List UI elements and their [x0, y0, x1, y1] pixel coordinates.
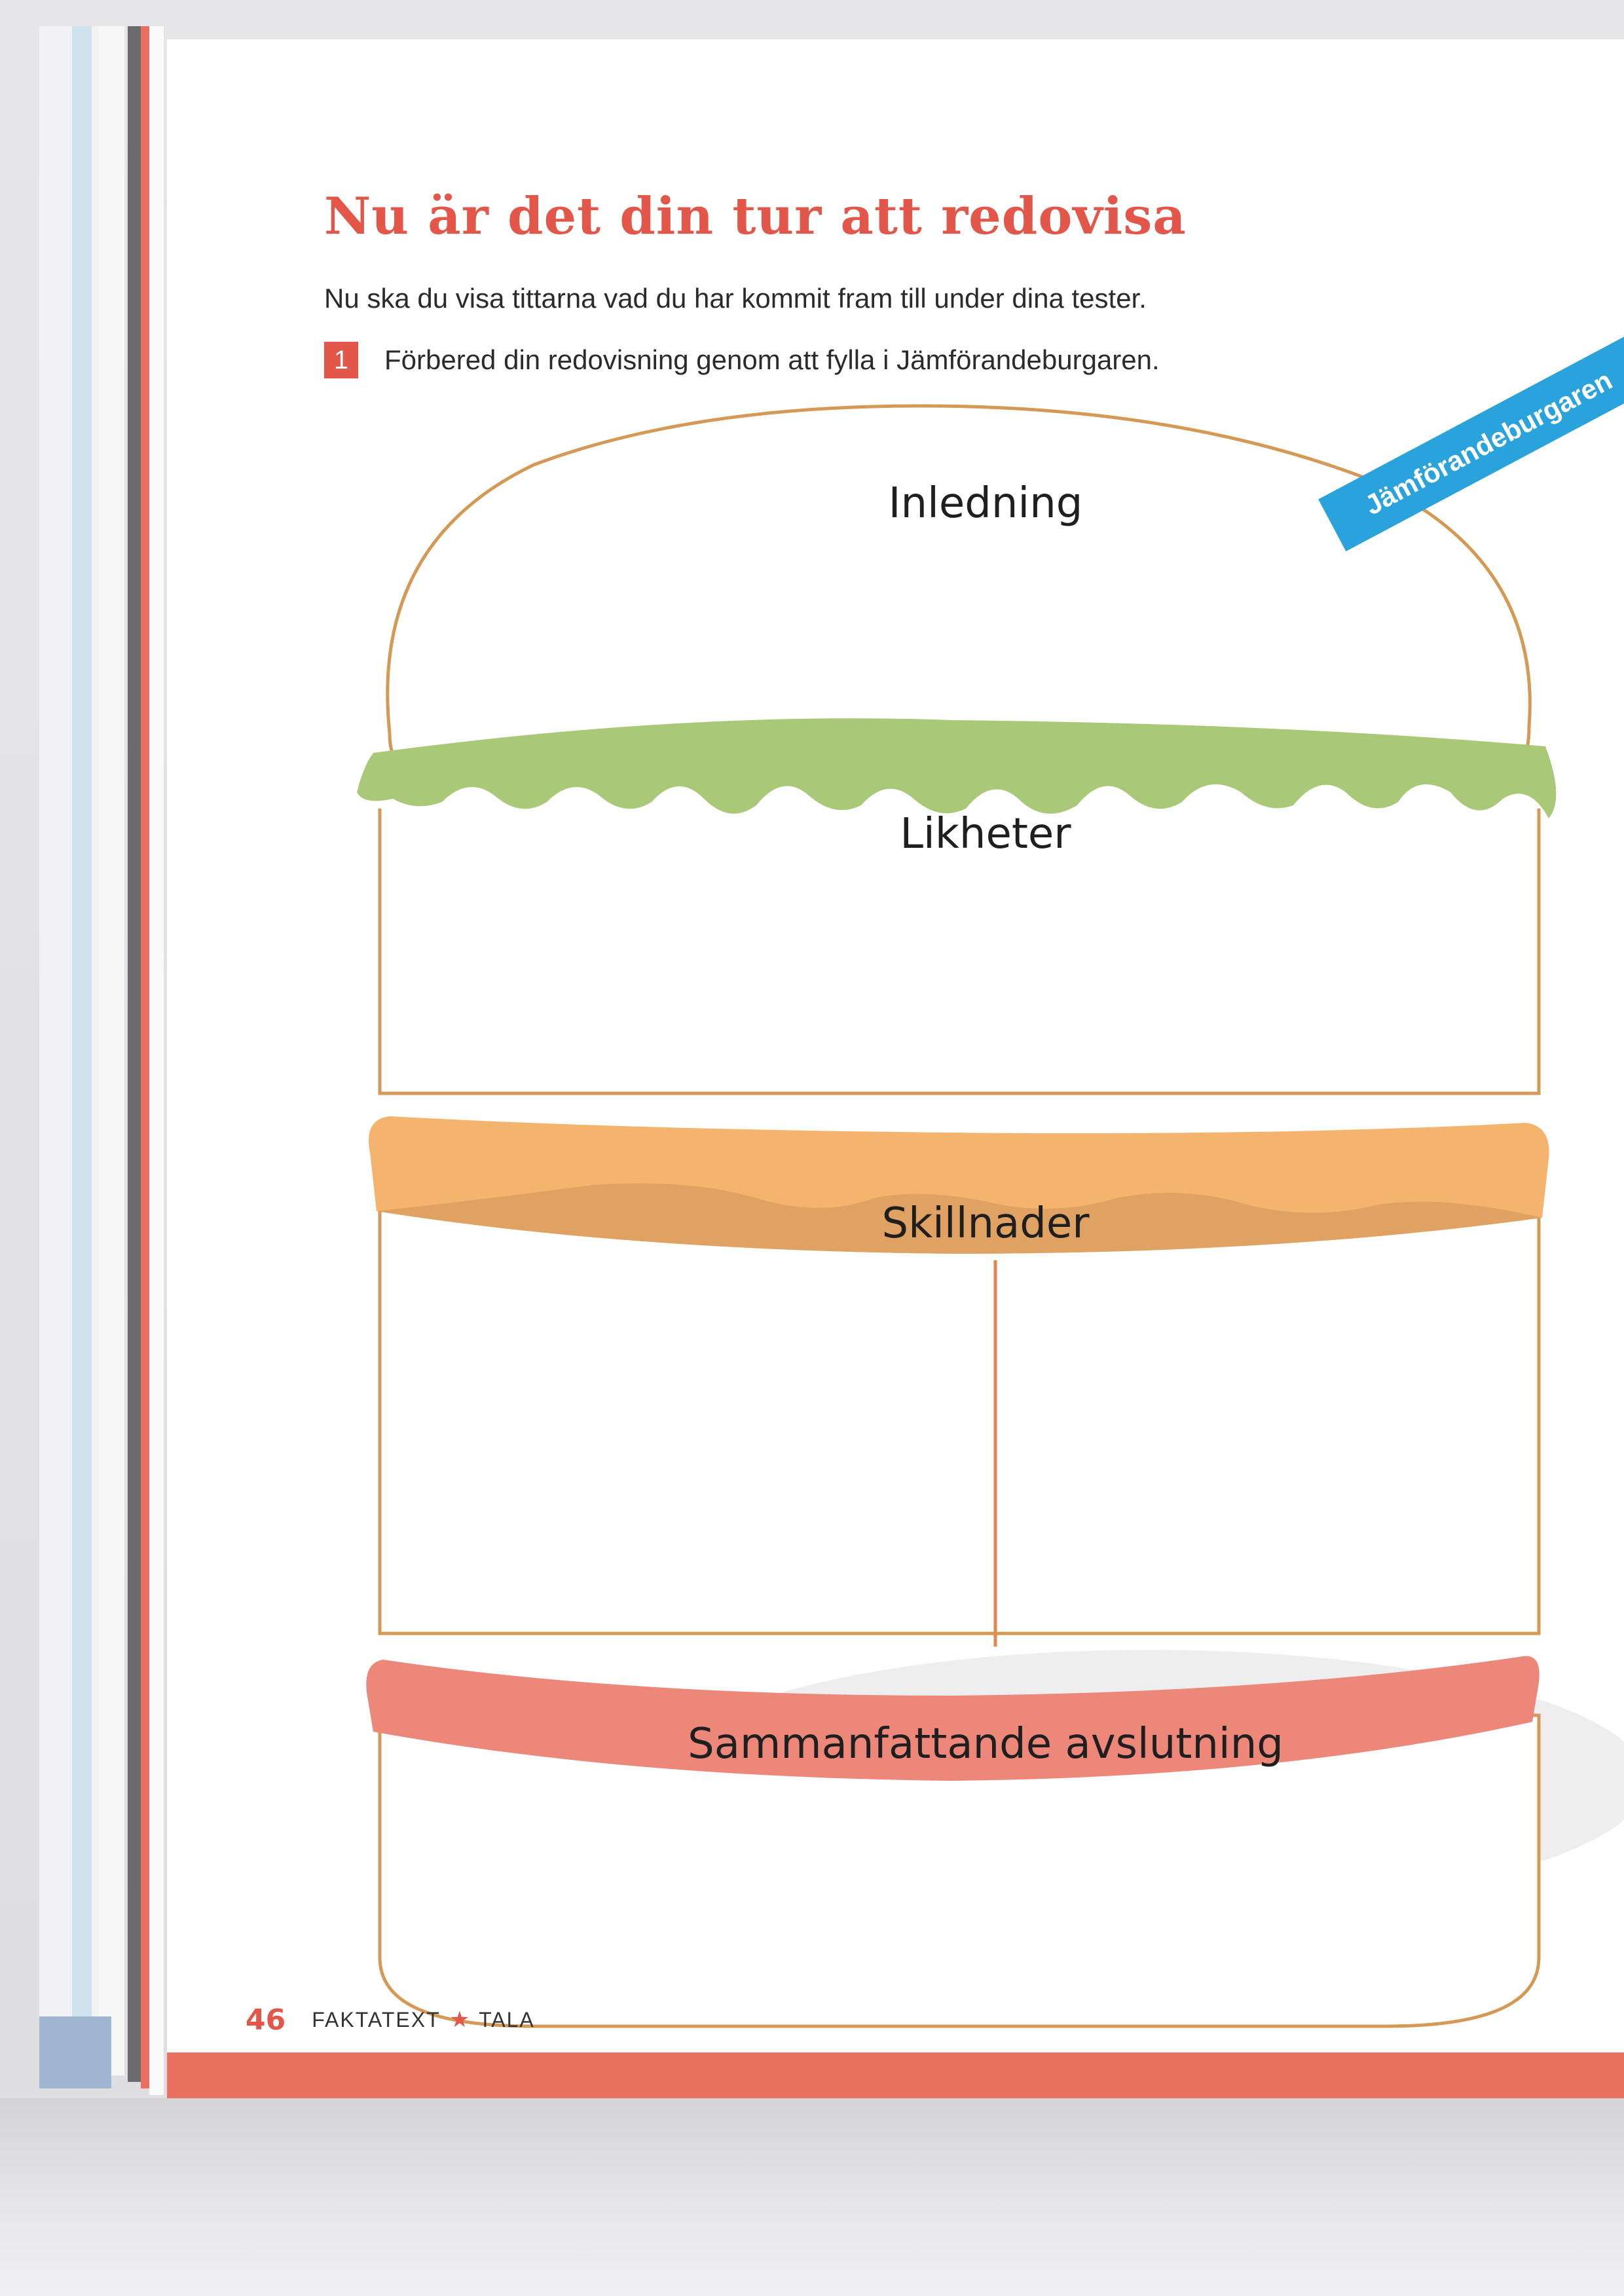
task-text: Förbered din redovisning genom att fylla…	[384, 344, 1160, 375]
task-instruction: 1 Förbered din redovisning genom att fyl…	[324, 342, 1160, 378]
ribbon-label: Jämförandeburgaren	[1359, 365, 1617, 521]
footer-section: FAKTATEXT	[312, 2007, 441, 2032]
cheese-shadow	[377, 1183, 1542, 1254]
footer-subsection: TALA	[479, 2007, 535, 2032]
label-intro: Inledning	[889, 479, 1083, 528]
book-page: Nu är det din tur att redovisa Nu ska du…	[167, 39, 1624, 2052]
page-footer: 46 FAKTATEXT ★ TALA	[246, 2000, 535, 2039]
tomato-layer	[366, 1656, 1540, 1781]
task-number-badge: 1	[324, 342, 358, 378]
top-bun	[386, 404, 1532, 771]
burger-ribbon: Jämförandeburgaren	[1318, 333, 1624, 552]
ribbon-banner	[1318, 333, 1624, 552]
comparison-burger: Jämförandeburgaren Inledning Likheter Sk…	[357, 333, 1624, 2028]
lettuce-layer	[357, 718, 1557, 818]
label-similarities: Likheter	[900, 810, 1071, 858]
intro-text: Nu ska du visa tittarna vad du har kommi…	[324, 283, 1147, 314]
page-edge	[39, 2016, 111, 2088]
page-edge	[72, 26, 92, 2069]
differences-box	[378, 1178, 1541, 1635]
page-number: 46	[246, 2003, 286, 2037]
star-icon: ★	[449, 2007, 470, 2033]
label-conclusion: Sammanfattande avslutning	[688, 1720, 1283, 1768]
page-edge	[98, 26, 124, 2075]
page-title: Nu är det din tur att redovisa	[324, 187, 1187, 246]
page-edge	[149, 26, 164, 2095]
label-differences: Skillnader	[881, 1199, 1090, 1248]
similarities-box	[378, 809, 1541, 1095]
page-edge	[128, 26, 142, 2082]
scan-shadow	[0, 2098, 1624, 2296]
page-bottom-band	[167, 2052, 1624, 2098]
bottom-bun	[378, 1713, 1541, 2028]
